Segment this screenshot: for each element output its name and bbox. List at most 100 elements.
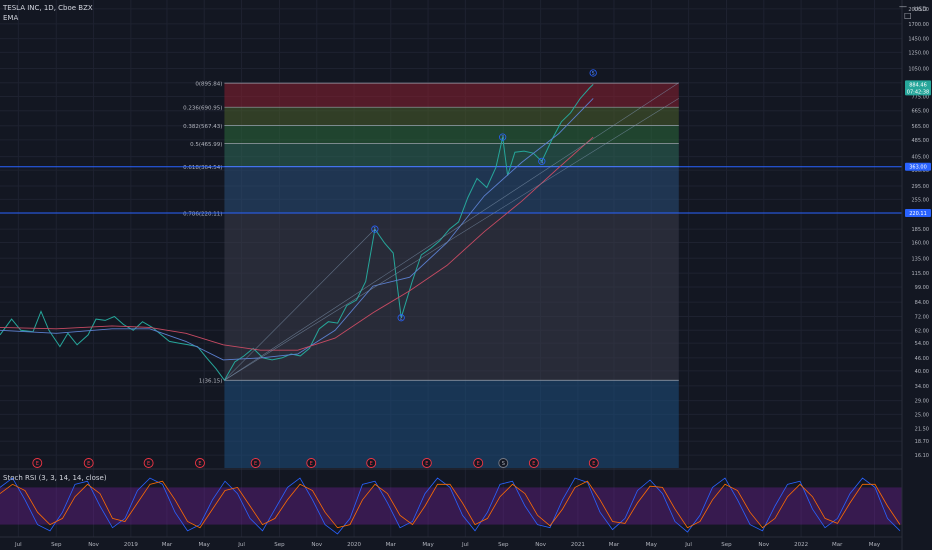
earnings-marker-label: E [36, 461, 39, 467]
time-tick-label: Mar [609, 542, 620, 548]
price-axis[interactable]: 2000.001700.001450.001250.001050.00900.0… [901, 0, 932, 550]
ema-line [0, 98, 594, 361]
fib-retracement[interactable]: 0(895.84) 0.236(690.95) 0.382(567.43) 0.5(4… [183, 82, 679, 468]
wave-marker[interactable] [499, 133, 507, 141]
price-tick-label: 405.00 [912, 155, 930, 161]
time-axis[interactable]: Jul Sep Nov 2019 Mar May Jul Sep Nov 2020 Mar May Ju… [0, 536, 902, 548]
fib-level-label: 0.5(465.99) [190, 142, 222, 148]
wave-marker[interactable] [589, 69, 597, 77]
price-tick-label: 46.00 [915, 356, 929, 362]
price-tick-label: 1050.00 [908, 66, 929, 72]
stoch-band [0, 487, 902, 525]
time-tick-label: Mar [162, 542, 173, 548]
time-tick-label: May [869, 542, 881, 548]
earnings-marker[interactable] [588, 458, 599, 468]
price-tick-label: 1250.00 [908, 50, 929, 56]
price-badge-label: 884.46 [909, 82, 927, 88]
wave-label: 2 [400, 316, 403, 322]
price-tick-label: 54.00 [915, 341, 929, 347]
fib-level-label: 0.382(567.43) [183, 124, 222, 130]
time-tick-label: Sep [721, 542, 732, 548]
price-tick-label: 72.00 [915, 314, 929, 320]
wave-marker[interactable] [538, 157, 546, 165]
time-tick-label: Jul [237, 542, 245, 548]
earnings-marker-label: E [198, 461, 201, 467]
price-tick-label: 2000.00 [908, 7, 929, 13]
wave-label: 5 [592, 71, 595, 77]
time-tick-label: Jul [461, 542, 469, 548]
indicator-legend[interactable]: EMA [3, 14, 19, 22]
symbol-legend[interactable]: TESLA INC, 1D, Cboe BZX [3, 4, 93, 12]
trend-line [224, 82, 679, 381]
time-tick-label: Sep [274, 542, 285, 548]
fib-level-label: 0.786(220.11) [183, 212, 222, 218]
price-badge-label: 220.11 [909, 211, 927, 217]
price-tick-label: 84.00 [915, 300, 929, 306]
wave-label: 4 [540, 159, 543, 165]
time-tick-label: 2021 [571, 542, 585, 548]
earnings-marker[interactable] [32, 458, 43, 468]
fib-zone-extension [224, 380, 679, 468]
stoch-legend[interactable]: Stoch RSI (3, 3, 14, 14, close) [3, 474, 107, 482]
time-tick-label: May [422, 542, 434, 548]
price-tick-label: 21.50 [915, 426, 929, 432]
fib-zone [224, 125, 679, 144]
earnings-marker-label: E [592, 461, 595, 467]
time-tick-label: 2019 [124, 542, 138, 548]
earnings-marker-label: E [370, 461, 373, 467]
earnings-marker[interactable] [83, 458, 94, 468]
wave-marker[interactable] [371, 225, 379, 233]
fib-zone [224, 143, 679, 167]
wave-marker[interactable] [397, 314, 405, 322]
earnings-marker-label: E [532, 461, 535, 467]
earnings-marker-label: E [254, 461, 257, 467]
elliott-waves[interactable]: 1 2 3 4 5 [371, 69, 597, 322]
price-badge [905, 80, 931, 89]
time-tick-label: Nov [311, 542, 322, 548]
time-tick-label: 2022 [794, 542, 808, 548]
price-tick-label: 62.00 [915, 328, 929, 334]
maximize-button[interactable]: □ [904, 11, 912, 20]
earnings-marker[interactable] [473, 458, 484, 468]
time-tick-label: Mar [832, 542, 843, 548]
earnings-marker[interactable] [528, 458, 539, 468]
price-tick-label: 350.00 [912, 168, 930, 174]
time-tick-label: Nov [758, 542, 769, 548]
wave-label: 3 [501, 135, 504, 141]
fib-level-label: 0.236(690.95) [183, 106, 222, 112]
price-tick-label: 1450.00 [908, 37, 929, 43]
minimize-button[interactable]: — [899, 2, 907, 11]
split-marker[interactable] [498, 458, 509, 468]
time-tick-label: Sep [498, 542, 509, 548]
stoch-line [0, 477, 901, 535]
earnings-marker-label: E [87, 461, 90, 467]
fib-zone [224, 166, 679, 214]
earnings-marker[interactable] [143, 458, 154, 468]
time-tick-label: Nov [88, 542, 99, 548]
price-badge [905, 209, 931, 218]
earnings-marker-label: E [425, 461, 428, 467]
price-tick-label: 185.00 [912, 227, 930, 233]
fib-level-label: 0.618(364.54) [183, 165, 222, 171]
time-tick-label: Mar [386, 542, 397, 548]
earnings-marker[interactable] [306, 458, 317, 468]
price-tick-label: 16.10 [915, 453, 929, 459]
earnings-marker[interactable] [250, 458, 261, 468]
price-tick-label: 295.00 [912, 184, 930, 190]
earnings-marker[interactable] [421, 458, 432, 468]
time-tick-label: Jul [684, 542, 692, 548]
price-badge-label: 07:42:38 [907, 89, 929, 95]
time-tick-label: Nov [535, 542, 546, 548]
price-tick-label: 135.00 [912, 256, 930, 262]
price-tick-label: 255.00 [912, 197, 930, 203]
earnings-marker[interactable] [195, 458, 205, 468]
price-badge [905, 162, 931, 171]
price-tick-label: 40.00 [915, 369, 929, 375]
trend-line [224, 228, 376, 381]
time-tick-label: Sep [51, 542, 62, 548]
horizontal-lines[interactable] [0, 166, 902, 214]
earnings-marker[interactable] [366, 458, 377, 468]
